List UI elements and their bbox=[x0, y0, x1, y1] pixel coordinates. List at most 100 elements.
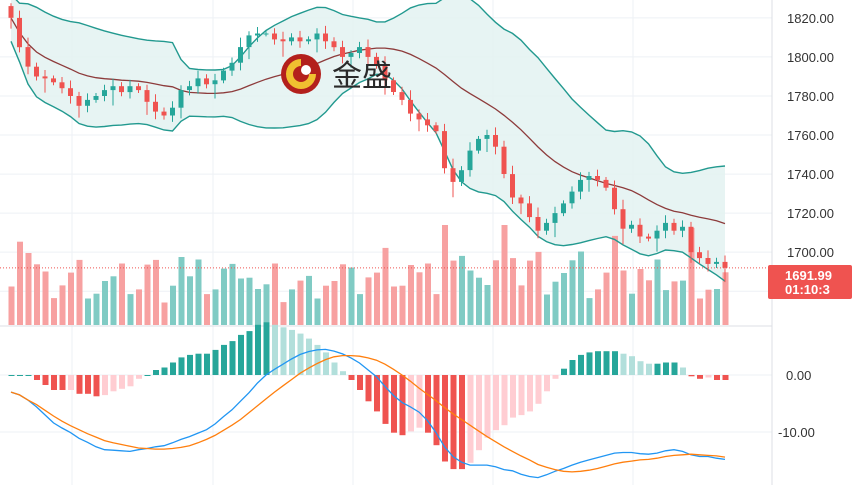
volume-bar bbox=[255, 289, 261, 325]
bollinger-upper-line bbox=[15, 0, 726, 175]
candle-body bbox=[374, 56, 379, 65]
candlestick bbox=[110, 78, 116, 106]
candlestick bbox=[119, 82, 124, 97]
candlestick bbox=[561, 200, 566, 217]
volume-bar bbox=[59, 285, 66, 325]
candle-body bbox=[357, 47, 362, 53]
price-tag-countdown: 01:10:3 bbox=[785, 282, 830, 297]
volume-bar bbox=[433, 294, 440, 325]
volume-bar bbox=[340, 264, 346, 325]
macd-histogram-bar bbox=[161, 367, 168, 375]
macd-histogram-bar bbox=[314, 344, 321, 375]
volume-bar bbox=[34, 264, 40, 325]
volume-bar bbox=[170, 285, 176, 325]
candlestick bbox=[527, 196, 532, 223]
macd-histogram-bar bbox=[654, 363, 661, 375]
candlestick bbox=[374, 52, 379, 69]
volume-bar bbox=[263, 284, 270, 325]
volume-bar bbox=[552, 281, 559, 325]
candlestick bbox=[654, 225, 660, 252]
watermark-text: 金盛 bbox=[332, 60, 392, 93]
candle-body bbox=[671, 222, 677, 231]
candlestick bbox=[263, 30, 269, 37]
candle-body bbox=[391, 80, 396, 92]
macd-histogram-bar bbox=[399, 375, 406, 436]
macd-histogram-bar bbox=[646, 363, 652, 375]
price-tag: 1691.99 01:10:3 bbox=[768, 265, 852, 299]
volume-bar bbox=[195, 259, 202, 325]
candle-body bbox=[467, 150, 473, 171]
volume-bar bbox=[637, 269, 644, 325]
bollinger-band-area bbox=[11, 0, 725, 282]
macd-histogram-bar bbox=[501, 375, 508, 426]
macd-histogram-bar bbox=[68, 375, 74, 390]
candle-body bbox=[425, 119, 430, 126]
macd-histogram-bar bbox=[102, 375, 108, 396]
volume-bar bbox=[654, 259, 661, 325]
candle-body bbox=[161, 111, 167, 116]
price-axis-tick-label: 1820.00 bbox=[787, 11, 834, 26]
candlestick bbox=[603, 177, 609, 191]
macd-histogram-bar bbox=[578, 354, 584, 375]
candlestick bbox=[450, 158, 456, 198]
candle-body bbox=[280, 39, 286, 42]
candlestick bbox=[306, 36, 311, 45]
macd-histogram-bar bbox=[476, 375, 482, 451]
candlestick bbox=[544, 218, 549, 235]
volume-bar bbox=[484, 285, 491, 325]
macd-histogram-bar bbox=[306, 338, 312, 375]
candle-body bbox=[399, 92, 405, 100]
candlestick bbox=[467, 142, 473, 177]
macd-histogram-bar bbox=[374, 375, 380, 412]
macd-histogram-bar bbox=[246, 331, 253, 375]
candlestick bbox=[357, 41, 362, 59]
volume-bar bbox=[331, 281, 338, 325]
volume-bar bbox=[535, 251, 542, 325]
price-axis[interactable]: 1820.00 1800.00 1780.00 1760.00 1740.00 1720.… bbox=[771, 0, 852, 485]
candlestick bbox=[680, 220, 685, 238]
volume-bar bbox=[705, 289, 712, 325]
volume-bar bbox=[629, 293, 635, 325]
macd-histogram-bar bbox=[272, 324, 278, 375]
volume-bar bbox=[569, 260, 576, 325]
candle-body bbox=[544, 222, 549, 231]
candle-body bbox=[416, 113, 422, 120]
candle-body bbox=[51, 78, 56, 83]
macd-histogram-bar bbox=[697, 375, 703, 379]
volume-bar bbox=[212, 289, 219, 325]
macd-histogram-bar bbox=[612, 351, 618, 375]
candlestick bbox=[535, 207, 541, 239]
candle-body bbox=[654, 230, 660, 239]
candle-body bbox=[170, 107, 175, 116]
volume-bar bbox=[102, 281, 108, 325]
volume-bar bbox=[493, 260, 499, 325]
candle-body bbox=[195, 78, 201, 87]
candle-body bbox=[663, 222, 668, 231]
volume-bar bbox=[110, 276, 117, 325]
candlestick bbox=[493, 127, 498, 155]
volume-bar bbox=[178, 257, 185, 325]
macd-histogram-bar bbox=[620, 353, 627, 375]
candlestick bbox=[161, 107, 167, 120]
candle-body bbox=[102, 90, 107, 96]
macd-histogram-bar bbox=[450, 375, 457, 470]
candlestick bbox=[408, 90, 413, 122]
candle-body bbox=[212, 80, 218, 85]
candle-body bbox=[697, 252, 702, 259]
macd-histogram-bar bbox=[705, 375, 712, 378]
candlestick bbox=[68, 80, 73, 104]
volume-bar bbox=[238, 278, 244, 325]
candle-body bbox=[144, 90, 150, 102]
candlestick bbox=[153, 94, 158, 120]
macd-histogram-bar bbox=[221, 344, 227, 375]
candlestick bbox=[578, 172, 583, 200]
candle-body bbox=[450, 168, 456, 182]
candlestick bbox=[646, 233, 651, 242]
candlestick bbox=[518, 194, 524, 215]
macd-histogram-bar bbox=[170, 362, 176, 375]
watermark-logo-swirl-icon bbox=[286, 59, 316, 89]
candlestick bbox=[629, 220, 634, 233]
volume-bar bbox=[348, 267, 355, 325]
volume-bar bbox=[671, 281, 678, 325]
